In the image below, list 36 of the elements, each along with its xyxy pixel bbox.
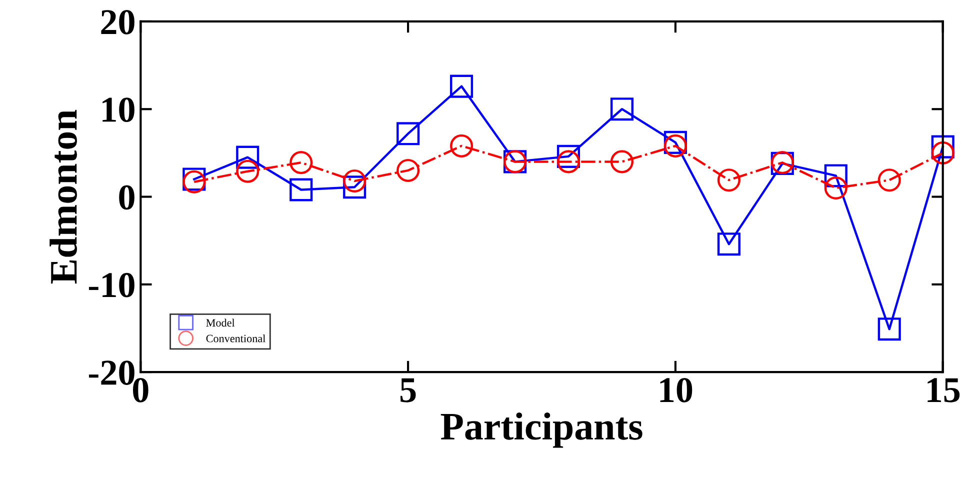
x-axis-title: Participants (440, 412, 642, 448)
y-tick-label: 20 (101, 10, 134, 34)
point (878, 318, 901, 341)
point (396, 158, 420, 182)
point (824, 164, 848, 188)
point (290, 178, 313, 202)
point (343, 169, 366, 193)
point (664, 130, 687, 154)
point (450, 134, 474, 158)
point (556, 144, 580, 168)
x-tick-label: 15 (928, 378, 960, 402)
point (717, 232, 740, 256)
x-tick-label: 10 (660, 378, 692, 402)
point (717, 168, 740, 192)
point (236, 146, 260, 169)
y-axis-title: Edmonton (50, 110, 77, 284)
legend-label: Model (206, 318, 235, 327)
point (450, 74, 474, 98)
point (878, 168, 901, 192)
y-tick-label: -20 (88, 360, 134, 385)
x-tick-label: 5 (400, 378, 416, 402)
point (290, 151, 313, 174)
legend-label: Conventional (206, 334, 266, 342)
point (824, 176, 848, 200)
y-tick-label: 10 (102, 98, 134, 122)
point (236, 160, 260, 183)
point (610, 150, 634, 174)
point (556, 150, 580, 174)
point (610, 98, 634, 121)
point (396, 122, 420, 146)
point (664, 134, 687, 158)
point (931, 135, 954, 158)
point (343, 176, 366, 199)
point (931, 141, 954, 164)
y-tick-label: -10 (88, 272, 134, 298)
y-tick-label: 0 (119, 185, 134, 210)
